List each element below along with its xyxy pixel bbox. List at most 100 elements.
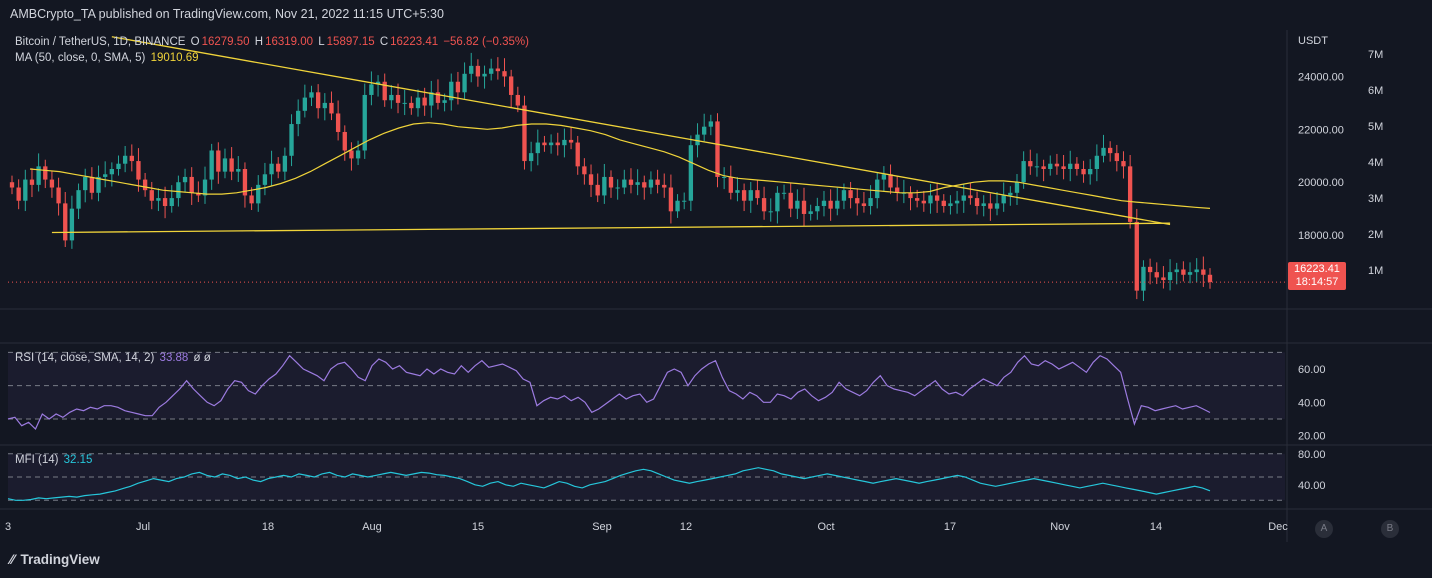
high-label: H bbox=[254, 36, 264, 48]
candle-body bbox=[981, 203, 986, 207]
candle-body bbox=[1194, 269, 1199, 273]
candle-body bbox=[888, 174, 893, 188]
volume-tick-label: 7M bbox=[1368, 49, 1383, 61]
close-value: 16223.41 bbox=[390, 36, 439, 48]
x-tick-label: Nov bbox=[1050, 521, 1070, 533]
candle-body bbox=[149, 190, 154, 201]
ma-legend: MA (50, close, 0, SMA, 5) 19010.69 bbox=[15, 52, 201, 64]
candle-body bbox=[861, 203, 867, 207]
candle-body bbox=[728, 176, 733, 193]
rsi-value: 33.88 bbox=[159, 352, 189, 364]
candle-body bbox=[9, 182, 15, 188]
ma-value: 19010.69 bbox=[150, 52, 199, 64]
low-value: 15897.15 bbox=[326, 36, 375, 48]
candle-body bbox=[409, 102, 414, 109]
candle-body bbox=[29, 179, 35, 185]
candle-body bbox=[702, 126, 707, 135]
volume-tick-label: 6M bbox=[1368, 85, 1383, 97]
candle-body bbox=[775, 192, 780, 212]
rsi-legend: RSI (14, close, SMA, 14, 2) 33.88 ø ø bbox=[15, 352, 213, 364]
candle-body bbox=[642, 182, 647, 188]
candle-body bbox=[881, 174, 887, 180]
x-tick-label: 12 bbox=[680, 521, 692, 533]
candle-body bbox=[828, 200, 833, 209]
price-tick-label: 20000.00 bbox=[1298, 177, 1344, 189]
candle-body bbox=[528, 153, 534, 162]
log-scale-button[interactable]: B bbox=[1381, 520, 1399, 538]
candle-body bbox=[196, 192, 201, 196]
candle-body bbox=[721, 176, 727, 178]
candle-body bbox=[1088, 169, 1093, 175]
candle-body bbox=[988, 203, 993, 209]
candle-body bbox=[675, 200, 680, 212]
candle-body bbox=[162, 198, 168, 207]
candle-body bbox=[362, 94, 367, 151]
x-tick-label: 15 bbox=[472, 521, 484, 533]
candle-body bbox=[635, 182, 640, 185]
candle-body bbox=[389, 94, 394, 101]
candle-body bbox=[1141, 266, 1146, 291]
candle-body bbox=[622, 179, 627, 188]
ma-label: MA (50, close, 0, SMA, 5) bbox=[15, 52, 146, 64]
candle-body bbox=[83, 176, 88, 191]
candle-body bbox=[296, 110, 301, 125]
chart-canvas[interactable]: USDT 24000.00 22000.00 20000.00 18000.00 7M 6M… bbox=[0, 30, 1432, 542]
candle-body bbox=[615, 187, 620, 189]
candle-body bbox=[176, 182, 181, 199]
candle-body bbox=[402, 102, 407, 104]
candle-body bbox=[1094, 155, 1100, 169]
candle-body bbox=[788, 192, 793, 209]
candle-body bbox=[455, 81, 461, 93]
candle-body bbox=[928, 195, 933, 204]
candle-body bbox=[202, 179, 208, 196]
candle-body bbox=[954, 200, 960, 204]
candle-body bbox=[509, 76, 514, 95]
candle-body bbox=[868, 198, 873, 207]
tradingview-logo[interactable]: ⁄⁄ TradingView bbox=[10, 552, 100, 567]
candle-body bbox=[495, 68, 501, 72]
candle-body bbox=[209, 150, 214, 180]
candle-body bbox=[602, 176, 607, 196]
auto-scale-button[interactable]: A bbox=[1315, 520, 1333, 538]
candle-body bbox=[242, 169, 248, 196]
mfi-line bbox=[7, 467, 1211, 501]
tradingview-brand: TradingView bbox=[20, 552, 100, 567]
candle-body bbox=[1034, 166, 1040, 168]
candle-body bbox=[1048, 163, 1053, 169]
rsi-tick-label: 20.00 bbox=[1298, 431, 1326, 443]
close-label: C bbox=[379, 36, 389, 48]
candle-body bbox=[169, 198, 174, 207]
candle-body bbox=[256, 184, 261, 204]
candle-body bbox=[608, 176, 614, 188]
candle-body bbox=[568, 139, 574, 143]
candle-body bbox=[349, 150, 354, 159]
candle-body bbox=[435, 92, 441, 103]
candle-body bbox=[562, 139, 567, 146]
candle-body bbox=[1127, 166, 1133, 222]
candle-body bbox=[855, 198, 860, 204]
candle-body bbox=[16, 187, 21, 201]
candle-body bbox=[1021, 161, 1026, 183]
candle-body bbox=[1081, 169, 1086, 175]
candle-body bbox=[229, 158, 234, 172]
candle-body bbox=[189, 176, 194, 193]
candle-body bbox=[442, 100, 447, 103]
volume-tick-label: 3M bbox=[1368, 193, 1383, 205]
candle-body bbox=[741, 190, 747, 201]
candle-body bbox=[395, 94, 401, 103]
chart-area[interactable]: USDT 24000.00 22000.00 20000.00 18000.00 7M 6M… bbox=[0, 30, 1432, 542]
candle-body bbox=[355, 150, 361, 159]
x-tick-label: 14 bbox=[1150, 521, 1162, 533]
candle-body bbox=[1181, 269, 1186, 275]
rsi-extra: ø ø bbox=[193, 352, 211, 364]
candle-body bbox=[69, 208, 75, 241]
candle-body bbox=[63, 203, 68, 241]
candle-body bbox=[941, 200, 946, 207]
candle-body bbox=[1054, 163, 1060, 167]
candle-body bbox=[89, 176, 95, 193]
candle-body bbox=[276, 163, 281, 172]
candle-body bbox=[43, 166, 48, 180]
candle-body bbox=[1167, 272, 1173, 281]
candle-body bbox=[216, 150, 221, 172]
x-tick-label: Jul bbox=[136, 521, 150, 533]
